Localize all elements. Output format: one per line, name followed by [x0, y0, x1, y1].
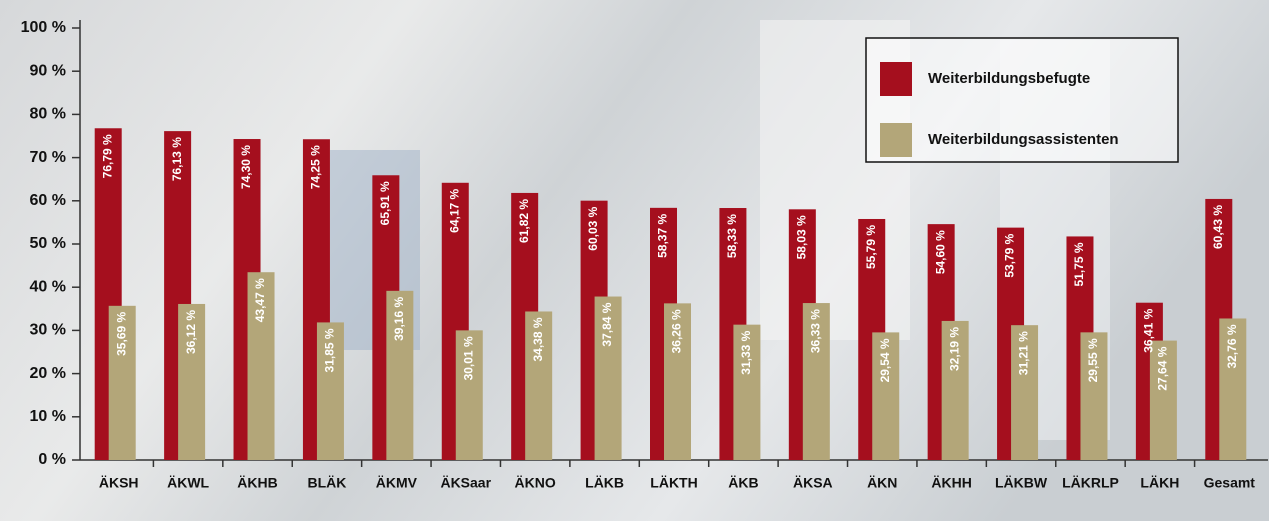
x-tick-label: ÄKHB — [237, 475, 277, 491]
value-label: 34,38 % — [531, 317, 545, 361]
value-label: 64,17 % — [447, 188, 461, 232]
value-label: 36,12 % — [184, 310, 198, 354]
value-label: 36,33 % — [808, 309, 822, 353]
x-tick-label: Gesamt — [1204, 475, 1256, 491]
value-label: 27,64 % — [1156, 346, 1170, 390]
x-tick-label: ÄKSaar — [440, 475, 491, 491]
y-tick-label: 70 % — [30, 149, 66, 166]
y-tick-label: 50 % — [30, 235, 66, 252]
x-tick-label: ÄKN — [867, 475, 897, 491]
value-label: 35,69 % — [114, 312, 128, 356]
value-label: 58,33 % — [725, 214, 739, 258]
y-tick-label: 90 % — [30, 62, 66, 79]
x-tick-label: LÄKRLP — [1062, 475, 1119, 491]
x-tick-label: ÄKSA — [793, 475, 833, 491]
value-label: 31,21 % — [1017, 331, 1031, 375]
x-tick-label: ÄKWL — [167, 475, 209, 491]
value-label: 32,19 % — [947, 327, 961, 371]
legend: Weiterbildungsbefugte Weiterbildungsassis… — [866, 38, 1178, 162]
value-label: 32,76 % — [1225, 324, 1239, 368]
value-label: 65,91 % — [378, 181, 392, 225]
y-tick-label: 60 % — [30, 192, 66, 209]
y-tick-label: 100 % — [21, 19, 66, 36]
y-tick-label: 40 % — [30, 278, 66, 295]
x-tick-label: ÄKSH — [99, 475, 139, 491]
legend-swatch — [880, 123, 912, 157]
value-label: 60,03 % — [586, 206, 600, 250]
value-label: 31,33 % — [739, 330, 753, 374]
value-label: 55,79 % — [864, 225, 878, 269]
chart: 0 % 10 % 20 % 30 % 40 % 50 % 60 % 70 % 80 % 90 % 1… — [0, 0, 1269, 521]
value-label: 39,16 % — [392, 297, 406, 341]
value-label: 29,55 % — [1086, 338, 1100, 382]
value-label: 30,01 % — [461, 336, 475, 380]
value-label: 31,85 % — [323, 328, 337, 372]
legend-swatch — [880, 62, 912, 96]
x-tick-label: LÄKBW — [995, 475, 1048, 491]
y-tick-label: 10 % — [30, 408, 66, 425]
value-label: 29,54 % — [878, 338, 892, 382]
value-label: 36,41 % — [1142, 308, 1156, 352]
value-label: 76,13 % — [170, 137, 184, 181]
value-label: 60,43 % — [1211, 205, 1225, 249]
x-tick-label: ÄKNO — [515, 475, 556, 491]
page: {"chart_data": {"type": "bar", "categori… — [0, 0, 1269, 521]
x-tick-label: ÄKMV — [376, 475, 418, 491]
legend-label: Weiterbildungsassistenten — [928, 131, 1119, 148]
x-tick-label: LÄKB — [585, 475, 624, 491]
value-label: 58,37 % — [656, 214, 670, 258]
y-tick-label: 80 % — [30, 106, 66, 123]
y-tick-label: 30 % — [30, 322, 66, 339]
value-label: 51,75 % — [1072, 242, 1086, 286]
y-tick-label: 0 % — [38, 451, 66, 468]
value-label: 58,03 % — [794, 215, 808, 259]
value-label: 76,79 % — [100, 134, 114, 178]
value-label: 74,30 % — [239, 145, 253, 189]
x-tick-label: LÄKH — [1140, 475, 1179, 491]
x-tick-label: BLÄK — [307, 475, 346, 491]
value-label: 61,82 % — [517, 199, 531, 243]
x-tick-label: LÄKTH — [650, 475, 697, 491]
x-tick-label: ÄKHH — [931, 475, 971, 491]
value-label: 54,60 % — [933, 230, 947, 274]
value-label: 53,79 % — [1003, 233, 1017, 277]
value-label: 37,84 % — [600, 302, 614, 346]
value-label: 43,47 % — [253, 278, 267, 322]
legend-label: Weiterbildungsbefugte — [928, 70, 1090, 87]
value-label: 36,26 % — [670, 309, 684, 353]
y-tick-label: 20 % — [30, 365, 66, 382]
x-tick-label: ÄKB — [728, 475, 758, 491]
value-label: 74,25 % — [309, 145, 323, 189]
